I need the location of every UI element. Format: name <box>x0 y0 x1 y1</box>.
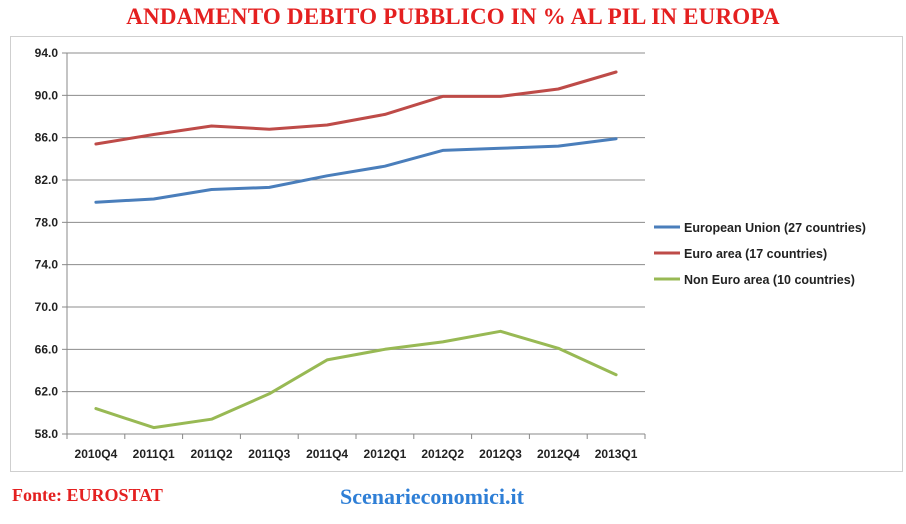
series-line-1 <box>94 137 618 204</box>
site-name: Scenarieconomici.it <box>340 484 524 509</box>
y-tick-label: 70.0 <box>35 300 59 314</box>
y-tick-label: 90.0 <box>35 88 59 102</box>
legend-label: Non Euro area (10 countries) <box>684 273 855 287</box>
y-tick-label: 78.0 <box>35 215 59 229</box>
series-lines <box>94 70 618 430</box>
y-tick-label: 66.0 <box>35 342 59 356</box>
y-tick-label: 58.0 <box>35 427 59 441</box>
series-line-3 <box>94 329 618 430</box>
source-note: Fonte: EUROSTAT <box>12 485 163 505</box>
legend: European Union (27 countries) Euro area (… <box>654 221 866 287</box>
axes <box>66 53 645 435</box>
x-tick-label: 2012Q3 <box>479 447 522 461</box>
gridlines <box>62 52 645 435</box>
x-tick-label: 2011Q4 <box>306 447 348 461</box>
x-axis-tick-labels: 2010Q4 2011Q1 2011Q2 2011Q3 2011Q4 2012Q1 2012… <box>66 434 646 461</box>
y-tick-label: 74.0 <box>35 258 59 272</box>
y-tick-label: 94.0 <box>35 46 59 60</box>
x-tick-label: 2011Q1 <box>133 447 175 461</box>
x-tick-label: 2010Q4 <box>75 447 118 461</box>
x-tick-label: 2011Q2 <box>190 447 232 461</box>
x-tick-label: 2012Q1 <box>364 447 407 461</box>
chart-title: ANDAMENTO DEBITO PUBBLICO IN % AL PIL IN… <box>126 4 780 29</box>
x-tick-label: 2012Q4 <box>537 447 580 461</box>
legend-label: European Union (27 countries) <box>684 221 866 235</box>
legend-label: Euro area (17 countries) <box>684 247 827 261</box>
y-axis-tick-labels: 58.0 62.0 66.0 70.0 74.0 78.0 82.0 86.0 90.0 94.0 <box>35 46 59 441</box>
series-line-2 <box>94 70 618 146</box>
y-tick-label: 62.0 <box>35 385 59 399</box>
x-tick-label: 2013Q1 <box>595 447 638 461</box>
x-tick-label: 2011Q3 <box>248 447 290 461</box>
y-tick-label: 86.0 <box>35 131 59 145</box>
chart-frame <box>10 36 903 472</box>
y-tick-label: 82.0 <box>35 173 59 187</box>
x-tick-label: 2012Q2 <box>421 447 464 461</box>
